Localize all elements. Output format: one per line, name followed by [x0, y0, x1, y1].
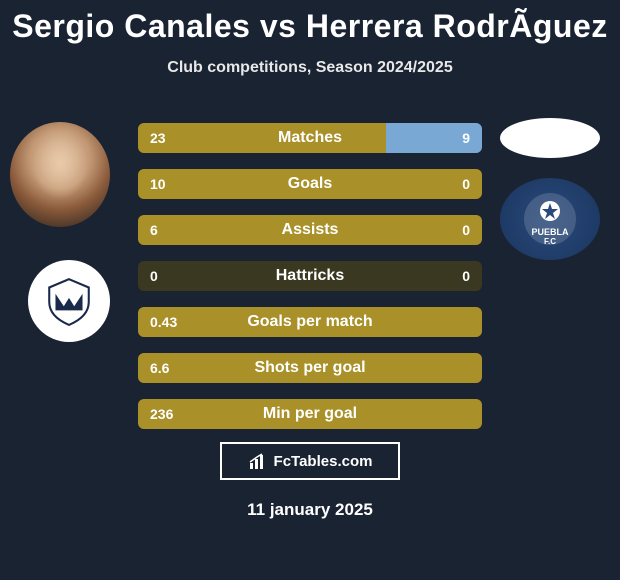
stat-row: 6Assists0: [138, 215, 482, 245]
player-left-avatar: [10, 122, 110, 227]
stat-label: Min per goal: [138, 399, 482, 429]
svg-text:F.C: F.C: [544, 237, 556, 246]
comparison-title: Sergio Canales vs Herrera RodrÃ­guez: [0, 0, 620, 45]
player-right-avatar: [500, 118, 600, 158]
stat-label: Goals: [138, 169, 482, 199]
comparison-subtitle: Club competitions, Season 2024/2025: [0, 59, 620, 77]
stat-row: 0Hattricks0: [138, 261, 482, 291]
stat-label: Matches: [138, 123, 482, 153]
stat-label: Goals per match: [138, 307, 482, 337]
comparison-date: 11 january 2025: [0, 500, 620, 520]
monterrey-logo-icon: [43, 275, 95, 327]
club-left-badge: [28, 260, 110, 342]
puebla-logo-icon: PUEBLA F.C: [520, 189, 580, 249]
watermark-badge: FcTables.com: [220, 442, 400, 480]
stat-row: 0.43Goals per match: [138, 307, 482, 337]
stat-label: Assists: [138, 215, 482, 245]
stat-value-right: 0: [462, 261, 470, 291]
chart-icon: [248, 451, 268, 471]
stats-bars-container: 23Matches910Goals06Assists00Hattricks00.…: [138, 123, 482, 445]
svg-text:PUEBLA: PUEBLA: [531, 227, 569, 237]
stat-value-right: 0: [462, 215, 470, 245]
stat-row: 236Min per goal: [138, 399, 482, 429]
stat-label: Hattricks: [138, 261, 482, 291]
stat-value-right: 0: [462, 169, 470, 199]
stat-row: 6.6Shots per goal: [138, 353, 482, 383]
stat-row: 10Goals0: [138, 169, 482, 199]
stat-label: Shots per goal: [138, 353, 482, 383]
club-right-badge: PUEBLA F.C: [500, 178, 600, 260]
stat-value-right: 9: [462, 123, 470, 153]
stat-row: 23Matches9: [138, 123, 482, 153]
watermark-text: FcTables.com: [274, 453, 373, 470]
